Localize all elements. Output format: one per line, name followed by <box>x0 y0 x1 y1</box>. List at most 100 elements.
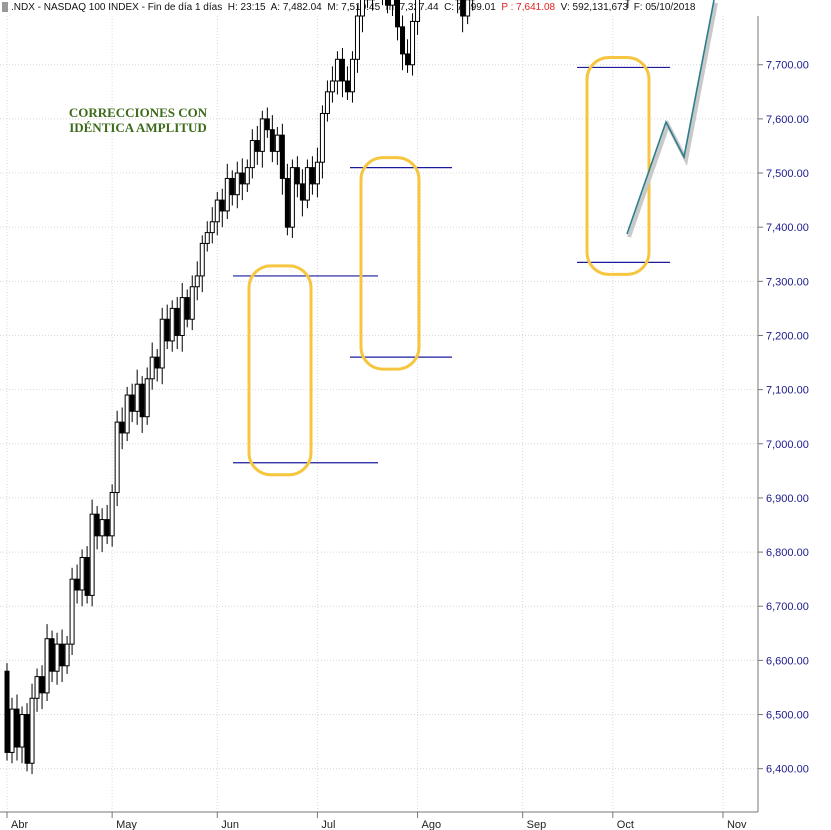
x-tick-label: Ago <box>422 819 442 830</box>
candle-body <box>209 221 215 234</box>
y-tick-label: 6,400.00 <box>766 764 809 776</box>
candle-body <box>344 80 350 93</box>
candle-body <box>59 643 65 667</box>
predicted-path <box>626 0 718 238</box>
candle-body <box>304 167 310 201</box>
candle-body <box>339 58 345 82</box>
candle-body <box>314 161 320 185</box>
candle-body <box>84 556 90 596</box>
y-tick-label: 7,700.00 <box>766 60 809 72</box>
correction-box <box>585 55 651 276</box>
candle-body <box>294 167 300 185</box>
candle-body <box>94 513 100 537</box>
candle-body <box>349 58 355 93</box>
candle-body <box>99 519 105 537</box>
candle-body <box>119 421 125 434</box>
y-tick-label: 6,500.00 <box>766 710 809 722</box>
predicted-path-line <box>626 0 715 235</box>
x-axis: Abr May Jun Jul Ago Sep Oct Nov <box>0 811 758 830</box>
candle-body <box>29 697 35 764</box>
annotation-line-2: IDÉNTICA AMPLITUD <box>69 120 207 135</box>
candle-body <box>279 134 285 179</box>
candle-body <box>44 638 50 694</box>
candle-body <box>69 578 75 645</box>
y-tick-label: 6,800.00 <box>766 547 809 559</box>
candle-body <box>460 0 466 17</box>
candle-body <box>24 714 30 764</box>
candle-body <box>324 91 330 114</box>
candle-body <box>149 356 155 380</box>
candle-body <box>154 356 160 369</box>
candle-body <box>319 112 325 163</box>
candle-body <box>184 297 190 320</box>
candle-body <box>354 15 360 60</box>
candle-body <box>329 80 335 93</box>
candle-body <box>309 167 315 185</box>
candle-body <box>14 708 20 748</box>
candle-body <box>64 643 70 667</box>
candle-body <box>395 0 401 28</box>
candle-body <box>224 177 230 212</box>
y-tick-label: 7,000.00 <box>766 439 809 451</box>
x-tick-label: Abr <box>11 819 28 830</box>
y-tick-label: 7,600.00 <box>766 114 809 126</box>
candle-body <box>274 134 280 152</box>
date-value: F: 05/10/2018 <box>633 2 696 13</box>
candle-body <box>249 140 255 169</box>
candle-body <box>79 556 85 591</box>
candle-body <box>74 578 80 591</box>
candle-body <box>189 286 195 320</box>
candles <box>4 0 631 775</box>
low-value: m: 7,327.44 <box>385 2 439 13</box>
candle-body <box>144 378 150 418</box>
chart-menu-icon[interactable] <box>2 2 8 13</box>
month-grid-lines <box>6 16 724 812</box>
candle-body <box>214 199 220 223</box>
candle-body <box>124 394 130 434</box>
candle-body <box>385 0 391 6</box>
candle-body <box>234 172 240 196</box>
x-tick-label: Sep <box>527 819 547 830</box>
candle-body <box>410 20 416 66</box>
candle-body <box>49 638 55 672</box>
y-tick-label: 7,200.00 <box>766 330 809 342</box>
candle-body <box>254 140 260 152</box>
volume-value: V: 592,131,673 <box>560 2 629 13</box>
candle-body <box>405 53 411 66</box>
candle-body <box>400 26 406 55</box>
candle-body <box>39 676 45 694</box>
y-tick-label: 6,900.00 <box>766 493 809 505</box>
candle-body <box>219 199 225 212</box>
candle-body <box>164 318 170 342</box>
predicted-path-shadow <box>627 2 718 238</box>
time-value: H: 23:15 <box>227 2 266 13</box>
annotation-line-1: CORRECCIONES CON <box>69 105 208 120</box>
y-tick-label: 6,600.00 <box>766 655 809 667</box>
correction-boxes <box>233 55 670 477</box>
candle-body <box>109 492 115 537</box>
candle-body <box>204 232 210 244</box>
candle-body <box>34 676 40 699</box>
grid-lines <box>0 64 758 770</box>
x-tick-label: Oct <box>617 819 634 830</box>
candle-body <box>139 383 145 418</box>
candle-body <box>465 0 471 17</box>
candle-body <box>194 275 200 288</box>
candle-body <box>289 167 295 228</box>
candle-body <box>264 118 270 131</box>
candle-body <box>179 297 185 336</box>
y-tick-label: 6,700.00 <box>766 601 809 613</box>
y-axis: 6,400.00 6,500.00 6,600.00 6,700.00 6,800.00… <box>757 16 809 812</box>
candle-body <box>9 708 15 753</box>
high-value: M: 7,510.45 <box>327 2 381 13</box>
x-tick-label: Jun <box>221 819 239 830</box>
candle-body <box>159 318 165 369</box>
candle-body <box>299 183 305 201</box>
y-tick-label: 7,400.00 <box>766 222 809 234</box>
candle-body <box>54 643 60 672</box>
previous-value: P : 7,641.08 <box>501 2 556 13</box>
y-tick-label: 7,100.00 <box>766 385 809 397</box>
candle-body <box>19 714 25 748</box>
y-tick-label: 7,300.00 <box>766 276 809 288</box>
